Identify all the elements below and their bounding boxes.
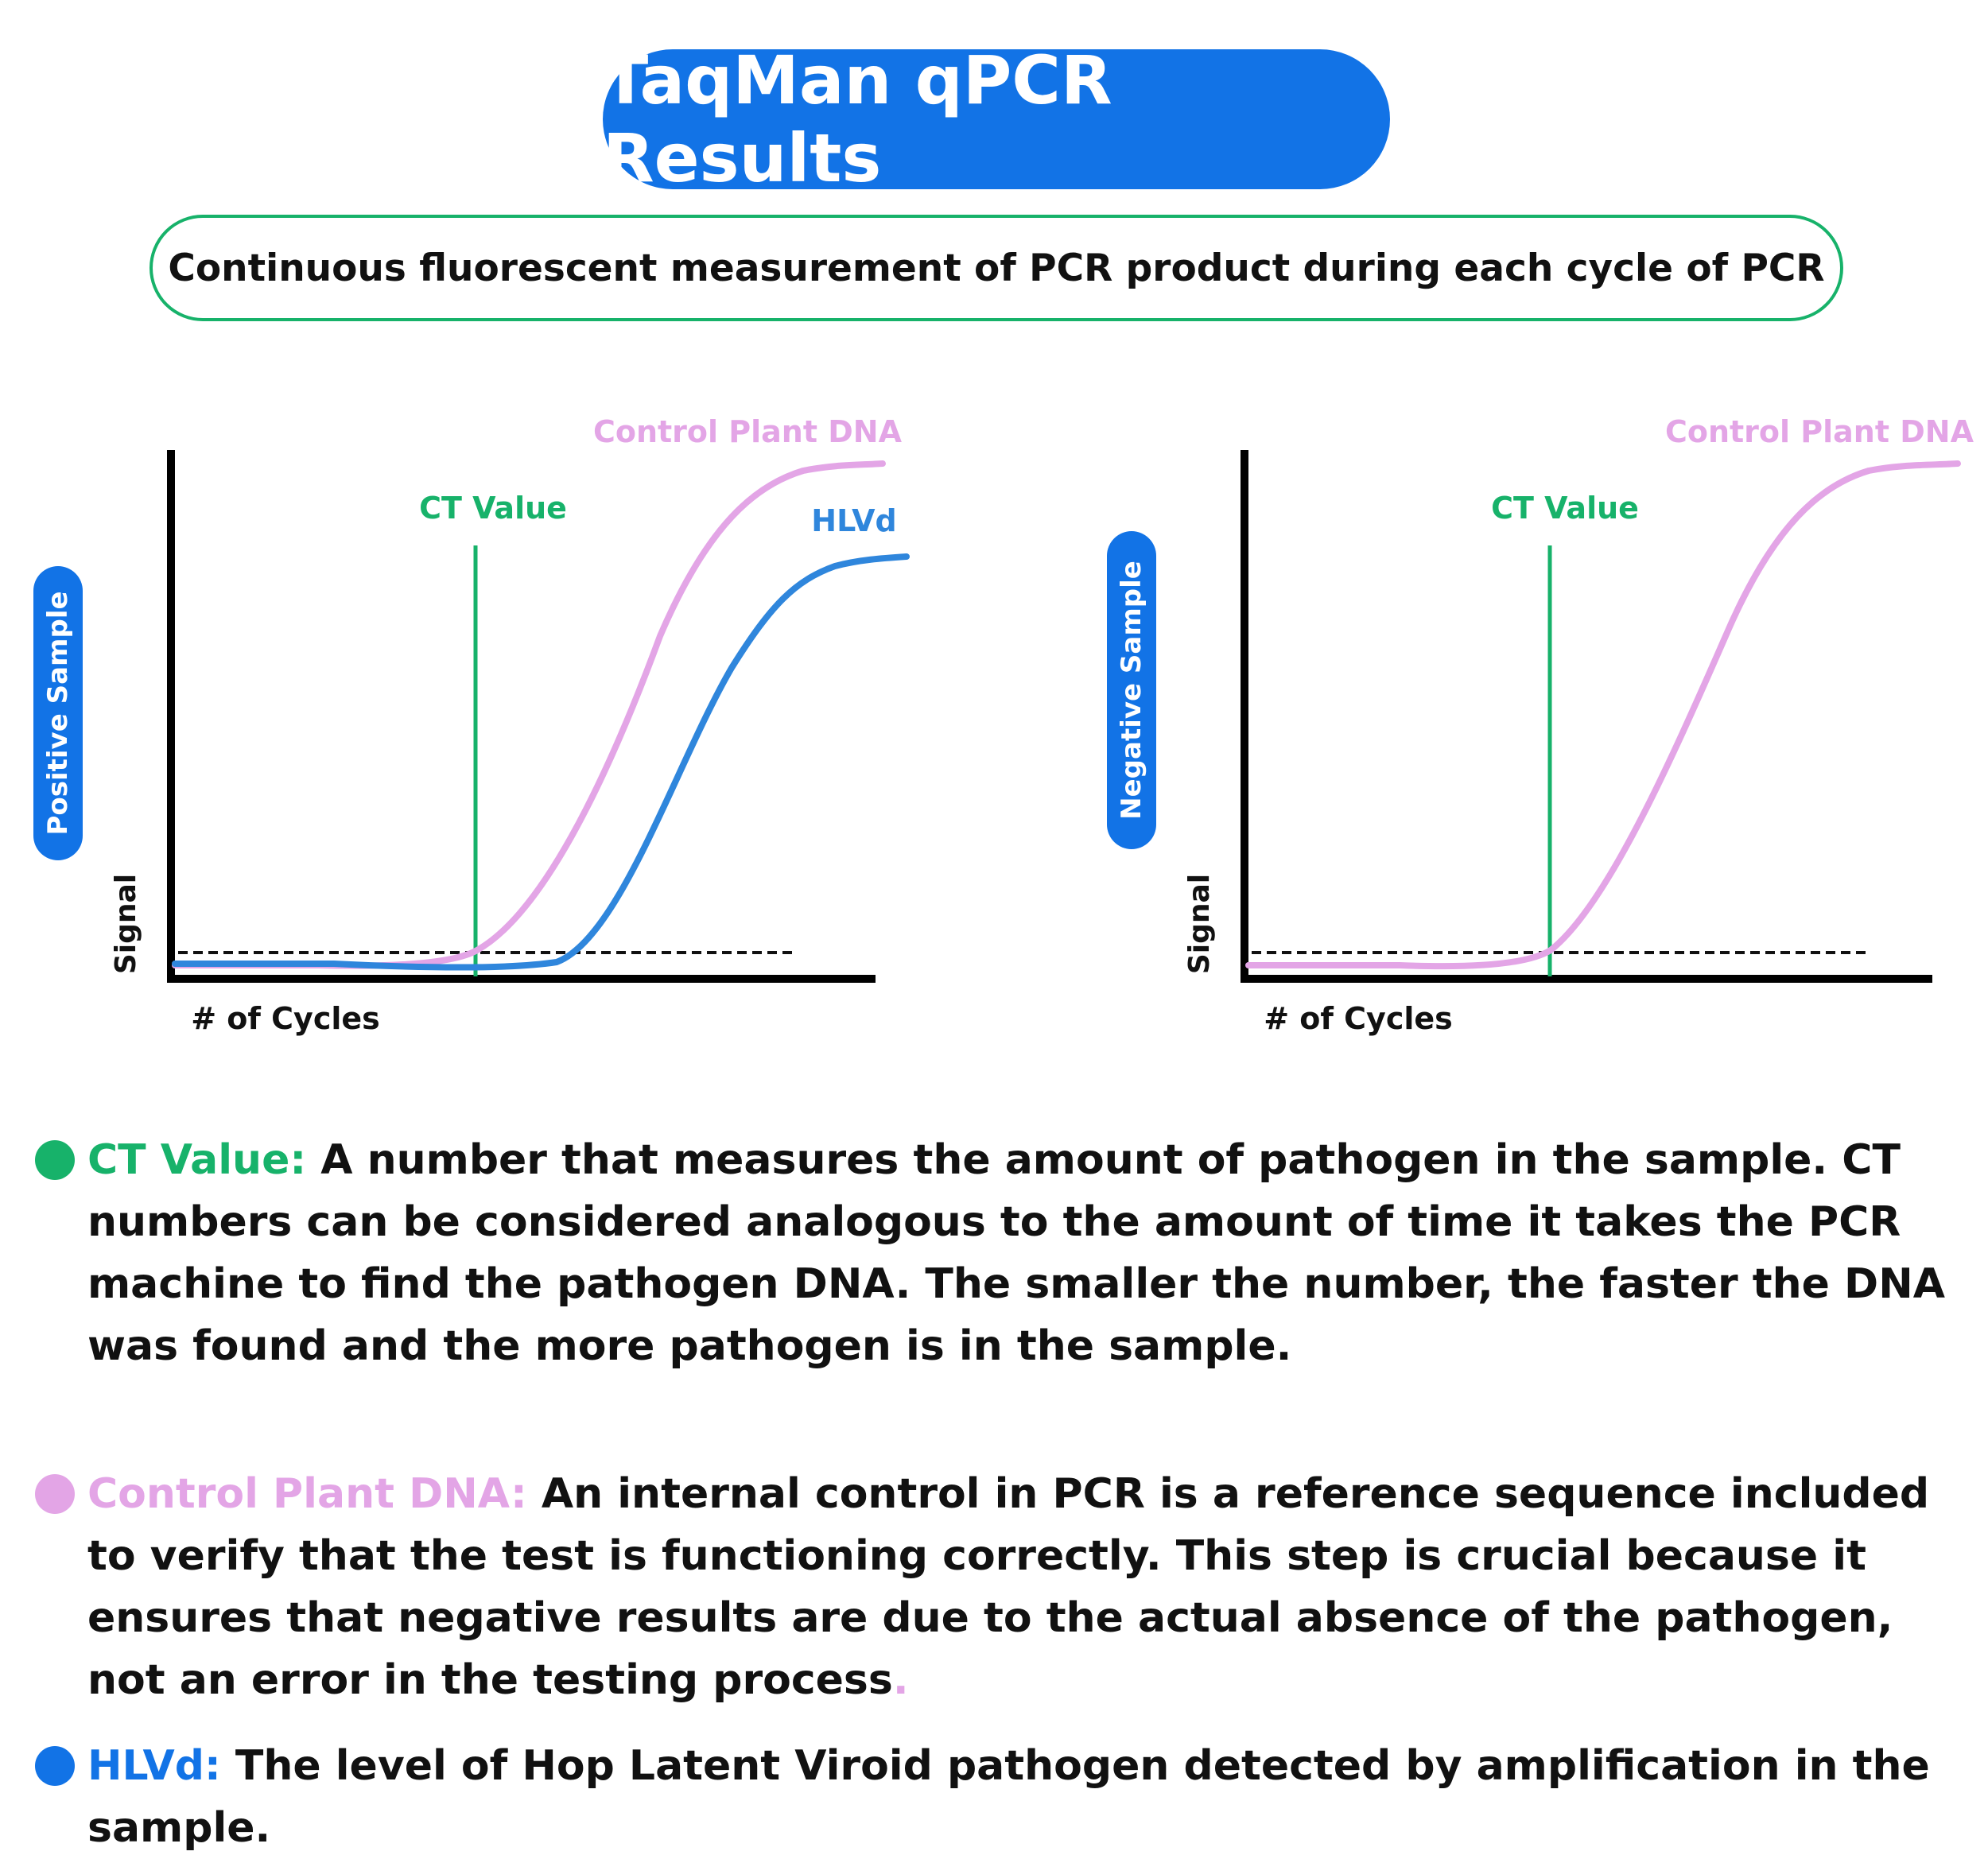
series-label-control-plant-dna: Control Plant DNA xyxy=(593,414,903,449)
legend-item: HLVd: The level of Hop Latent Viroid pat… xyxy=(35,1735,1959,1859)
y-axis-label: Signal xyxy=(110,874,142,974)
page-title: TaqMan qPCR Results xyxy=(603,41,1390,197)
ct-value-label: CT Value xyxy=(419,491,567,526)
series-line-control-plant-dna xyxy=(1245,460,1961,970)
legend-term: CT Value: xyxy=(87,1136,307,1184)
pink-dot-icon xyxy=(35,1474,75,1514)
series-label-control-plant-dna: Control Plant DNA xyxy=(1665,414,1974,449)
legend-control: Control Plant DNA: An internal control i… xyxy=(35,1463,1959,1711)
legend-text: The level of Hop Latent Viroid pathogen … xyxy=(87,1742,1930,1852)
series-line-control-plant-dna xyxy=(172,460,886,969)
legend-hlvd: HLVd: The level of Hop Latent Viroid pat… xyxy=(35,1735,1959,1859)
page-subtitle: Continuous fluorescent measurement of PC… xyxy=(149,215,1843,321)
blue-dot-icon xyxy=(35,1746,75,1786)
legend-item: Control Plant DNA: An internal control i… xyxy=(35,1463,1959,1711)
legend-ct: CT Value: A number that measures the amo… xyxy=(35,1129,1959,1377)
x-axis-label: # of Cycles xyxy=(1264,1001,1453,1036)
legend-item: CT Value: A number that measures the amo… xyxy=(35,1129,1959,1377)
sample-badge-label: Negative Sample xyxy=(1116,561,1147,820)
legend-text: A number that measures the amount of pat… xyxy=(87,1136,1945,1370)
green-dot-icon xyxy=(35,1140,75,1180)
sample-badge-label: Positive Sample xyxy=(42,591,74,835)
sample-badge-bg xyxy=(33,566,83,860)
charts-canvas: Positive Sample CT Value Control Plant D… xyxy=(33,414,1974,1036)
y-axis-label: Signal xyxy=(1183,874,1216,974)
chart-positive: Positive Sample CT Value Control Plant D… xyxy=(33,414,910,1036)
chart-negative: Negative Sample CT Value Control Plant D… xyxy=(1107,414,1974,1036)
series-label-hlvd: HLVd xyxy=(811,503,896,538)
legend-trailing: . xyxy=(892,1656,909,1704)
legend-term: HLVd: xyxy=(87,1742,221,1790)
series-line-hlvd xyxy=(172,553,910,971)
sample-badge-bg xyxy=(1107,531,1156,849)
legend-term: Control Plant DNA: xyxy=(87,1470,527,1518)
ct-value-label: CT Value xyxy=(1491,491,1639,526)
legend-text: An internal control in PCR is a referenc… xyxy=(87,1470,1930,1704)
x-axis-label: # of Cycles xyxy=(191,1001,380,1036)
